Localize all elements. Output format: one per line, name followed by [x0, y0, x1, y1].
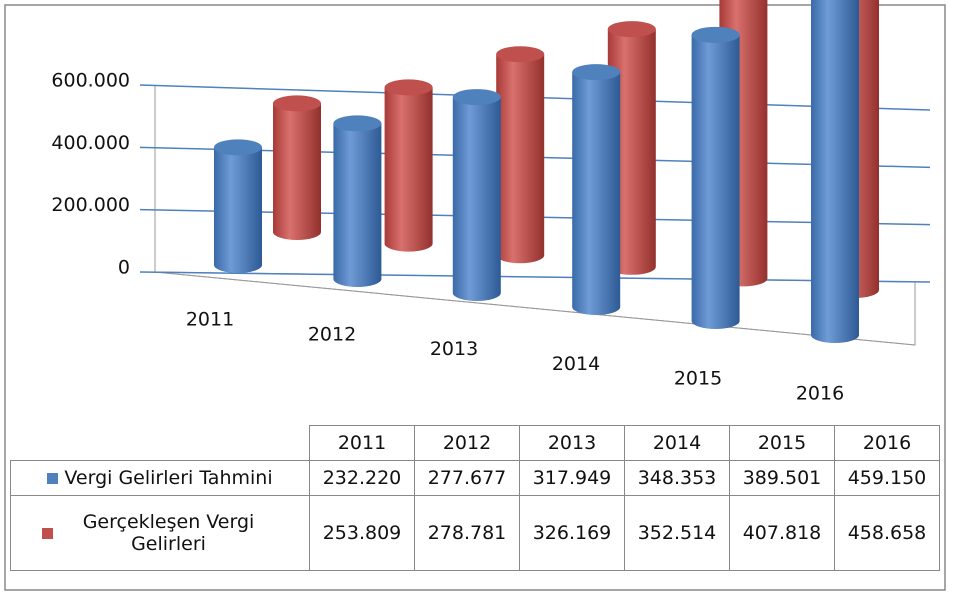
cylinder — [496, 46, 545, 264]
grid-line — [139, 271, 931, 283]
table-cell: 459.150 — [834, 460, 940, 496]
table-cell: 278.781 — [414, 495, 520, 571]
table-cell: 253.809 — [309, 495, 415, 571]
table-cell: 2013 — [519, 425, 625, 461]
legend-swatch — [41, 527, 53, 539]
x-tick-label: 2015 — [674, 368, 722, 390]
cylinder-top — [384, 79, 433, 96]
table-cell: 277.677 — [414, 460, 520, 496]
cylinder — [572, 64, 621, 315]
cylinder-body — [452, 97, 501, 301]
y-tick-label: 400.000 — [51, 132, 130, 154]
cylinder-body — [811, 0, 859, 343]
cylinder-body — [691, 34, 740, 329]
cylinder-body — [214, 147, 262, 273]
table-cell: 2011 — [309, 425, 415, 461]
x-tick-label: 2012 — [308, 323, 356, 345]
cylinder-top — [333, 115, 382, 132]
x-tick-label: 2011 — [186, 309, 234, 331]
x-tick-label: 2016 — [796, 383, 844, 405]
table-row: Vergi Gelirleri Tahmini 232.220 277.677 317… — [10, 460, 940, 496]
y-tick-label: 0 — [118, 257, 130, 279]
cylinder-top — [607, 21, 656, 38]
data-table: 2011 2012 2013 2014 2015 2016 Vergi Gelirleri … — [10, 425, 940, 571]
table-cell — [10, 425, 310, 461]
table-cell: 389.501 — [729, 460, 835, 496]
cylinder — [333, 115, 382, 288]
table-cell: 317.949 — [519, 460, 625, 496]
table-cell: 458.658 — [834, 495, 940, 571]
cylinder-top — [691, 26, 740, 43]
legend-swatch — [47, 473, 59, 484]
legend-label: Vergi Gelirleri Tahmini — [64, 467, 273, 489]
table-cell: 2015 — [729, 425, 835, 461]
y-tick-label: 600.000 — [51, 70, 130, 92]
cylinder-body — [384, 87, 433, 252]
cylinder — [811, 0, 859, 343]
cylinder-top — [496, 46, 545, 63]
cylinder-body — [333, 123, 382, 288]
x-tick-label: 2013 — [430, 338, 478, 360]
table-cell: 2012 — [414, 425, 520, 461]
axis-line — [154, 271, 916, 346]
table-cell: 407.818 — [729, 495, 835, 571]
cylinder-top — [572, 64, 621, 81]
table-cell: 232.220 — [309, 460, 415, 496]
x-tick-label: 2014 — [552, 353, 600, 375]
y-tick-label: 200.000 — [51, 194, 130, 216]
legend-label: Gerçekleşen Vergi Gelirleri — [82, 511, 255, 555]
table-cell: 348.353 — [624, 460, 730, 496]
table-cell: 352.514 — [624, 495, 730, 571]
cylinder-top — [214, 139, 262, 156]
cylinder-body — [572, 72, 621, 315]
table-cell: 2016 — [834, 425, 940, 461]
cylinder — [691, 26, 740, 329]
table-cell: 326.169 — [519, 495, 625, 571]
cylinder — [214, 139, 262, 273]
cylinder-top — [452, 89, 501, 106]
cylinder — [273, 95, 321, 240]
table-row: Gerçekleşen Vergi Gelirleri 253.809 278.78… — [10, 495, 940, 571]
table-cell: Vergi Gelirleri Tahmini — [10, 460, 310, 496]
table-cell: 2014 — [624, 425, 730, 461]
chart-border — [4, 4, 946, 591]
table-row: 2011 2012 2013 2014 2015 2016 — [10, 425, 940, 461]
table-cell: Gerçekleşen Vergi Gelirleri — [10, 495, 310, 571]
cylinder — [384, 79, 433, 252]
cylinder-body — [273, 103, 321, 240]
cylinder-body — [496, 54, 545, 264]
cylinder — [452, 89, 501, 301]
cylinder-top — [273, 95, 321, 112]
